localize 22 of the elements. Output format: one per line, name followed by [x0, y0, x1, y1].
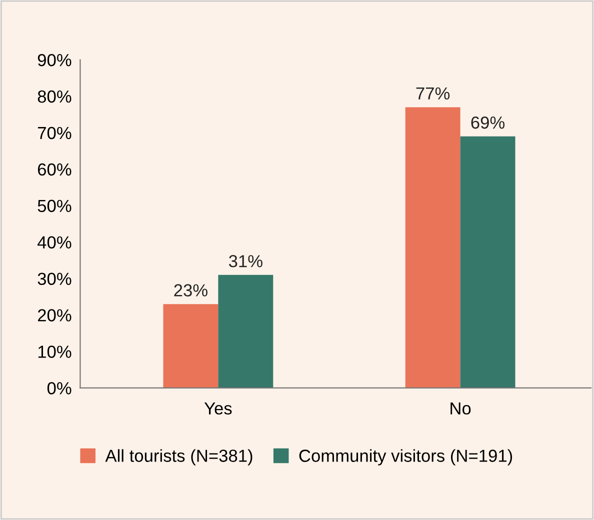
- y-tick-label: 60%: [38, 163, 72, 176]
- y-tick-label: 40%: [38, 236, 72, 249]
- text: 31%: [228, 255, 262, 268]
- x-tick-label: No: [450, 402, 471, 415]
- y-tick-label: 80%: [38, 90, 72, 103]
- text: 69%: [471, 116, 505, 129]
- y-tick-label: 30%: [38, 272, 72, 286]
- y-tick-label: 70%: [38, 126, 72, 140]
- bar: [163, 304, 218, 388]
- y-tick-label: 10%: [38, 346, 72, 358]
- bar: [460, 136, 516, 388]
- bar: [218, 274, 274, 388]
- legend-label: Community visitors (N=191): [299, 449, 512, 466]
- y-tick-label: 50%: [38, 200, 72, 212]
- text: 77%: [416, 87, 450, 100]
- bar: [405, 107, 460, 388]
- x-tick-label: Yes: [204, 402, 232, 415]
- y-tick-label: 90%: [38, 54, 72, 66]
- legend-label: All tourists (N=381): [105, 449, 252, 466]
- y-tick-label: 0%: [47, 382, 72, 394]
- text: 23%: [174, 284, 208, 296]
- y-tick-label: 20%: [38, 309, 72, 322]
